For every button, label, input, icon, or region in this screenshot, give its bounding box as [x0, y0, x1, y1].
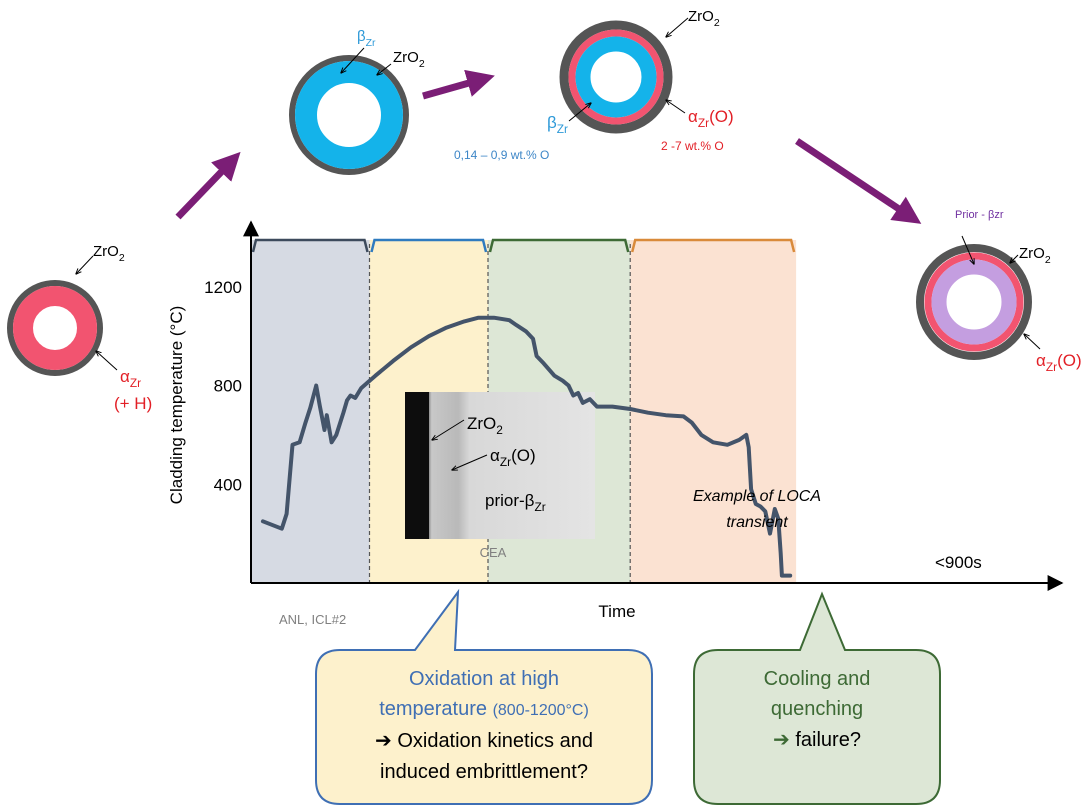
- ring2-beta-label: βZr: [357, 28, 376, 49]
- source-left: ANL, ICL#2: [279, 612, 346, 627]
- ring3-beta-oxygen: 0,14 – 0,9 wt.% O: [454, 148, 549, 162]
- phase-bracket-oxidation: [370, 238, 488, 253]
- axes: [243, 220, 1064, 591]
- ring2-oxide: [289, 55, 409, 175]
- micrograph-alpha-label: αZr(O): [490, 446, 536, 469]
- micrograph-alpha-pointer: [452, 454, 488, 470]
- purple-arrow-1: [175, 151, 241, 220]
- micrograph-oxide-pointer: [432, 419, 465, 440]
- ring1-oxide-pointer: [76, 255, 94, 274]
- callout-cooling-shape: [693, 591, 941, 805]
- ring4-alpha: [924, 252, 1024, 352]
- ring-beta: βZr ZrO2: [289, 28, 425, 175]
- loca-annotation-line2: transient: [726, 514, 788, 531]
- ring3-oxide-pointer: [666, 17, 689, 37]
- callout-oxidation-line4: induced embrittlement?: [380, 761, 588, 783]
- ring4-oxide: [916, 244, 1032, 360]
- ring4-alpha-pointer: [1024, 334, 1041, 350]
- ring4-prior-beta-label: Prior - βzr: [955, 209, 1004, 221]
- callout-oxidation-line3: ➔ Oxidation kinetics and: [375, 730, 593, 752]
- ring2-beta-pointer: [341, 47, 365, 73]
- temperature-line: [260, 315, 793, 578]
- y-tick-label: 1200: [204, 278, 242, 297]
- callout-cooling-line2: quenching: [771, 698, 863, 720]
- micrograph-prior-beta-label: prior-βZr: [485, 491, 546, 514]
- ring3-oxide: [559, 20, 673, 134]
- micrograph: ZrO2 αZr(O) prior-βZr: [405, 392, 595, 539]
- ring-prior-beta: Prior - βzr ZrO2 αZr(O): [916, 209, 1082, 374]
- ring1-oxide: [7, 280, 103, 376]
- callout-oxidation-shape: [315, 588, 653, 805]
- ring4-prior-beta: [931, 259, 1017, 345]
- ring4-oxide-pointer: [1010, 254, 1019, 263]
- ring3-oxide-label: ZrO2: [688, 8, 720, 29]
- phase-bracket-quench: [630, 238, 796, 253]
- ring2-oxide-label: ZrO2: [393, 49, 425, 70]
- callout-oxidation-line2: temperature (800-1200°C): [379, 698, 589, 720]
- y-axis-label: Cladding temperature (°C): [167, 306, 186, 505]
- callout-cooling-line3: ➔ failure?: [773, 729, 861, 751]
- purple-arrow-2: [422, 69, 495, 100]
- micrograph-oxide-band: [405, 392, 429, 539]
- callout-oxidation-line1: Oxidation at high: [409, 668, 559, 690]
- ring3-beta-label: βZr: [547, 113, 568, 136]
- ring3-beta: [575, 36, 657, 118]
- source-center: CEA: [480, 545, 507, 560]
- ring3-alpha-oxygen: 2 -7 wt.% O: [661, 139, 724, 153]
- y-tick-label: 400: [214, 475, 242, 494]
- ring3-alpha-label: αZr(O): [688, 107, 734, 130]
- ring4-oxide-label: ZrO2: [1019, 245, 1051, 266]
- ring2-oxide-pointer: [377, 63, 392, 75]
- x-axis-label: Time: [598, 602, 635, 621]
- ring1-hydrogen-label: (+ H): [114, 394, 152, 413]
- ring3-alpha-pointer: [666, 100, 686, 114]
- ring1-oxide-label: ZrO2: [93, 243, 125, 264]
- ring1-alpha-pointer: [96, 351, 118, 371]
- callout-cooling: Cooling and quenching ➔ failure?: [693, 591, 941, 805]
- y-tick-labels: 1200 800 400: [204, 278, 242, 494]
- callout-oxidation: Oxidation at high temperature (800-1200°…: [315, 588, 653, 805]
- micrograph-image: [405, 392, 595, 539]
- ring3-beta-pointer: [568, 103, 591, 122]
- loca-annotation-line1: Example of LOCA: [693, 488, 821, 505]
- ring1-alpha-label: αZr: [120, 367, 141, 390]
- time-limit: <900s: [935, 553, 982, 572]
- ring-alpha-hydrided: ZrO2 αZr (+ H): [7, 243, 152, 413]
- callout-cooling-line1: Cooling and: [764, 668, 871, 690]
- phase-bracket-initial: [251, 238, 369, 253]
- ring2-beta: [295, 61, 403, 169]
- phase-arrows: [175, 69, 922, 224]
- y-tick-label: 800: [214, 377, 242, 396]
- phase-bracket-cooling: [488, 238, 630, 253]
- micrograph-oxide-label: ZrO2: [467, 414, 503, 437]
- purple-arrow-3: [795, 138, 922, 224]
- ring4-prior-pointer: [961, 235, 974, 264]
- ring-beta-alpha: ZrO2 βZr αZr(O) 0,14 – 0,9 wt.% O 2 -7 w…: [454, 8, 734, 162]
- ring4-alpha-label: αZr(O): [1036, 351, 1082, 374]
- ring1-alpha: [13, 286, 97, 370]
- ring3-alpha: [568, 29, 664, 125]
- phase-brackets: [251, 238, 796, 253]
